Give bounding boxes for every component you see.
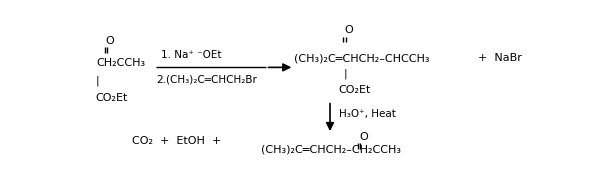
Text: O: O [359, 132, 368, 142]
Text: (CH₃)₂C═CHCH₂–CHCCH₃: (CH₃)₂C═CHCH₂–CHCCH₃ [294, 53, 430, 63]
Text: |: | [95, 75, 99, 86]
Text: |: | [344, 69, 347, 79]
Text: CO₂Et: CO₂Et [339, 85, 371, 95]
Text: O: O [105, 36, 114, 46]
Text: CO₂  +  EtOH  +: CO₂ + EtOH + [132, 136, 221, 146]
Text: 1. Na⁺ ⁻OEt: 1. Na⁺ ⁻OEt [161, 50, 221, 60]
Text: +  NaBr: + NaBr [478, 53, 522, 63]
Text: H₃O⁺, Heat: H₃O⁺, Heat [339, 109, 395, 119]
Text: CH₂CCH₃: CH₂CCH₃ [96, 58, 145, 68]
Text: (CH₃)₂C═CHCH₂–CH₂CCH₃: (CH₃)₂C═CHCH₂–CH₂CCH₃ [261, 145, 401, 155]
Text: O: O [345, 25, 354, 35]
Text: CO₂Et: CO₂Et [95, 93, 128, 103]
Text: 2.(CH₃)₂C═CHCH₂Br: 2.(CH₃)₂C═CHCH₂Br [156, 74, 257, 84]
